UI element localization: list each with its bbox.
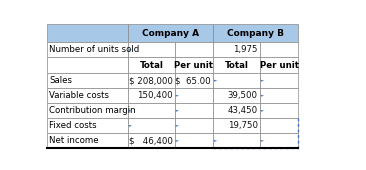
Bar [128,88,175,103]
Text: 1,975: 1,975 [233,45,258,54]
Bar [213,24,298,42]
Bar [260,57,298,73]
Text: Per unit: Per unit [175,61,213,70]
Bar [175,73,213,88]
Text: Variable costs: Variable costs [49,91,109,100]
Bar [175,118,213,133]
Text: Sales: Sales [49,76,72,85]
Polygon shape [214,140,217,142]
Text: $  65.00: $ 65.00 [175,76,211,85]
Bar [260,88,298,103]
Text: Fixed costs: Fixed costs [49,121,97,130]
Bar [213,118,260,133]
Text: Total: Total [139,61,163,70]
Bar [47,73,128,88]
Text: Total: Total [225,61,249,70]
Bar [128,118,175,133]
Bar [260,73,298,88]
Polygon shape [261,110,264,112]
Bar [175,103,213,118]
Text: Net income: Net income [49,136,99,145]
Text: 150,400: 150,400 [137,91,172,100]
Polygon shape [176,125,179,127]
Polygon shape [129,110,132,112]
Bar [260,118,298,133]
Bar [47,42,128,57]
Text: 39,500: 39,500 [228,91,258,100]
Bar [47,88,128,103]
Text: $   46,400: $ 46,400 [129,136,172,145]
Bar [260,133,298,148]
Polygon shape [176,110,179,112]
Polygon shape [214,80,217,82]
Polygon shape [261,95,264,97]
Bar [128,57,175,73]
Text: Company B: Company B [227,29,284,38]
Bar [128,42,175,57]
Text: 43,450: 43,450 [228,106,258,115]
Bar [47,103,128,118]
Bar [213,57,260,73]
Bar [47,118,128,133]
Polygon shape [261,140,264,142]
Bar [260,103,298,118]
Text: Company A: Company A [142,29,199,38]
Text: 19,750: 19,750 [228,121,258,130]
Bar [128,103,175,118]
Bar [128,24,213,42]
Bar [260,42,298,57]
Bar [175,88,213,103]
Text: Number of units sold: Number of units sold [49,45,140,54]
Text: $ 208,000: $ 208,000 [129,76,172,85]
Bar [47,57,128,73]
Polygon shape [129,49,132,51]
Bar [47,133,128,148]
Bar [213,88,260,103]
Bar [175,133,213,148]
Bar [213,133,260,148]
Bar [47,24,128,42]
Text: Contribution margin: Contribution margin [49,106,136,115]
Polygon shape [176,95,179,97]
Bar [213,73,260,88]
Polygon shape [129,125,132,127]
Text: Per unit: Per unit [259,61,299,70]
Bar [128,73,175,88]
Polygon shape [176,140,179,142]
Polygon shape [261,80,264,82]
Bar [175,42,213,57]
Bar [213,103,260,118]
Bar [175,57,213,73]
Bar [128,133,175,148]
Bar [213,42,260,57]
